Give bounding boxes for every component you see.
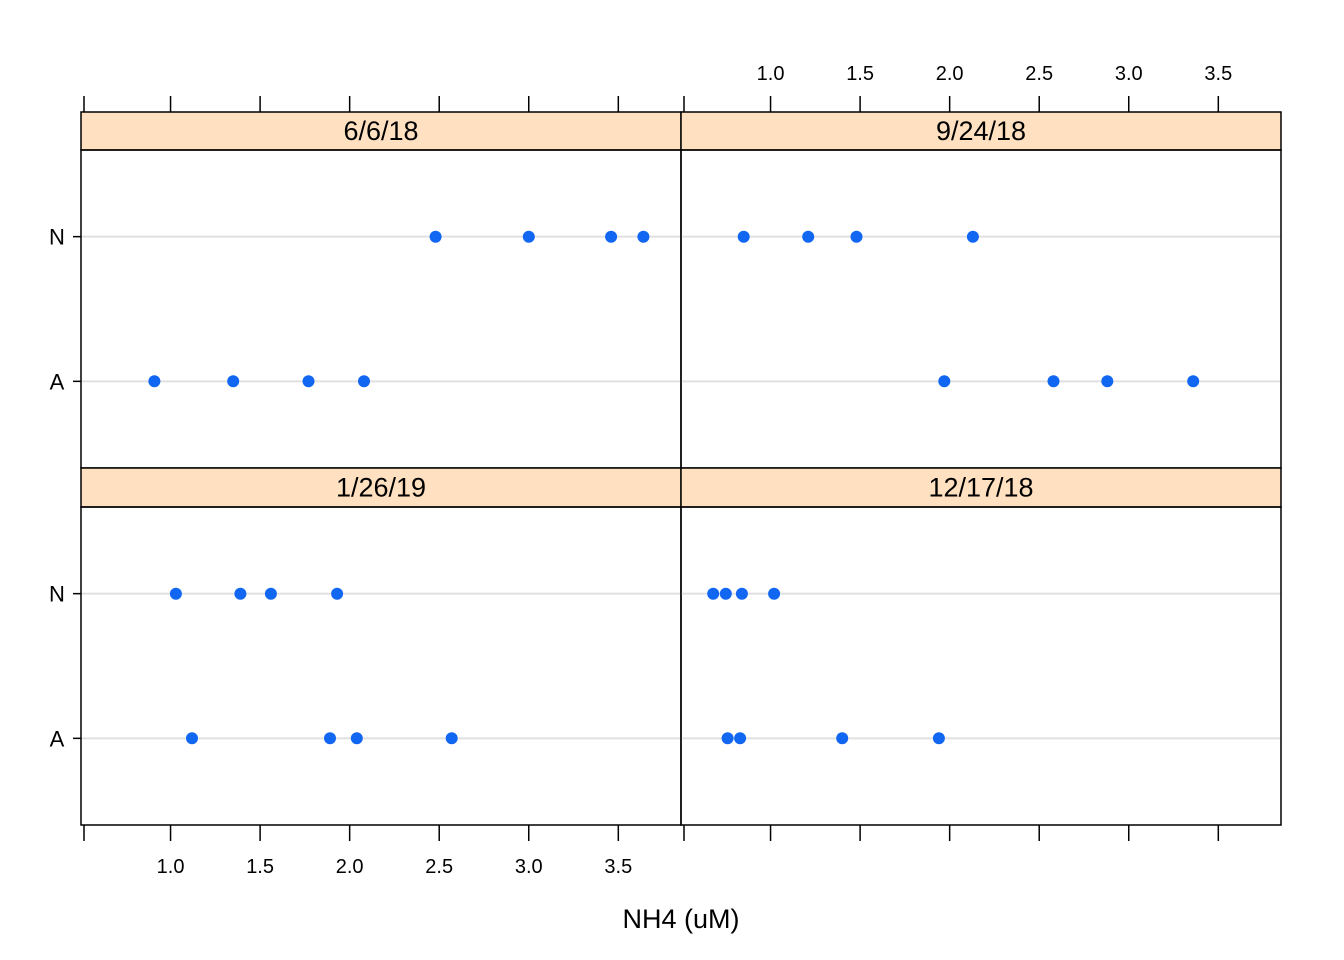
data-point: [938, 375, 951, 388]
y-tick-label: N: [49, 225, 65, 250]
x-tick-label-top: 3.0: [1115, 63, 1143, 85]
x-tick-label-top: 2.0: [936, 63, 964, 85]
data-point: [324, 732, 336, 745]
x-tick-label-top: 1.0: [757, 63, 785, 85]
panel-border: [680, 506, 1282, 826]
panel-border: [80, 506, 682, 826]
panels-layer: 6/6/18 N A 9/24/18 1/26/19 N A 12/17/18: [49, 111, 1282, 826]
y-tick-label: A: [50, 726, 65, 751]
y-tick-label: A: [50, 369, 65, 394]
x-tick-label-bottom: 3.0: [515, 856, 543, 878]
data-point: [719, 587, 732, 600]
data-point: [331, 587, 344, 600]
panel-strip: [680, 111, 1282, 151]
data-point: [350, 732, 363, 745]
data-point: [148, 375, 161, 388]
strip-label: 1/26/19: [336, 473, 426, 503]
x-tick-label-bottom: 2.0: [336, 856, 364, 878]
data-point: [234, 587, 247, 600]
panel: 9/24/18: [680, 111, 1282, 469]
data-point: [768, 587, 781, 600]
data-point: [264, 587, 277, 600]
x-tick-label-top: 3.5: [1204, 63, 1232, 85]
data-point: [429, 230, 442, 243]
panel: 12/17/18: [680, 467, 1282, 826]
data-point: [1047, 375, 1060, 388]
data-point: [605, 230, 618, 243]
x-tick-label-top: 2.5: [1025, 63, 1053, 85]
data-point: [227, 375, 240, 388]
data-point: [1187, 375, 1200, 388]
data-point: [932, 732, 945, 745]
data-point: [169, 587, 182, 600]
data-point: [707, 587, 720, 600]
data-point: [734, 732, 747, 745]
x-tick-label-bottom: 3.5: [604, 856, 632, 878]
x-tick-label-bottom: 1.5: [246, 856, 274, 878]
data-point: [850, 230, 863, 243]
panel-strip: [680, 467, 1282, 508]
data-point: [735, 587, 748, 600]
data-point: [721, 732, 734, 745]
data-point: [637, 230, 650, 243]
strip-label: 6/6/18: [343, 116, 418, 146]
panel-border: [80, 149, 682, 469]
strip-label: 9/24/18: [936, 116, 1026, 146]
data-point: [1101, 375, 1114, 388]
data-point: [445, 732, 458, 745]
data-point: [836, 732, 849, 745]
data-point: [966, 230, 979, 243]
x-tick-label-bottom: 1.0: [157, 856, 185, 878]
panel-strip: [80, 111, 682, 151]
panel: 1/26/19 N A: [49, 467, 682, 826]
data-point: [737, 230, 750, 243]
x-tick-label-top: 1.5: [846, 63, 874, 85]
data-point: [522, 230, 535, 243]
x-axis-title: NH4 (uM): [622, 904, 739, 934]
axes-layer: 1.0 1.5 2.0 2.5 3.0 3.5 1.0 1.5 2.0 2.5 3.0 3.5: [83, 63, 1232, 878]
y-tick-label: N: [49, 582, 65, 607]
data-point: [358, 375, 370, 388]
panel-border: [680, 149, 1282, 469]
panel: 6/6/18 N A: [49, 111, 682, 469]
data-point: [802, 230, 815, 243]
data-point: [302, 375, 315, 388]
x-tick-label-bottom: 2.5: [425, 856, 453, 878]
strip-label: 12/17/18: [928, 473, 1033, 503]
data-point: [186, 732, 198, 745]
